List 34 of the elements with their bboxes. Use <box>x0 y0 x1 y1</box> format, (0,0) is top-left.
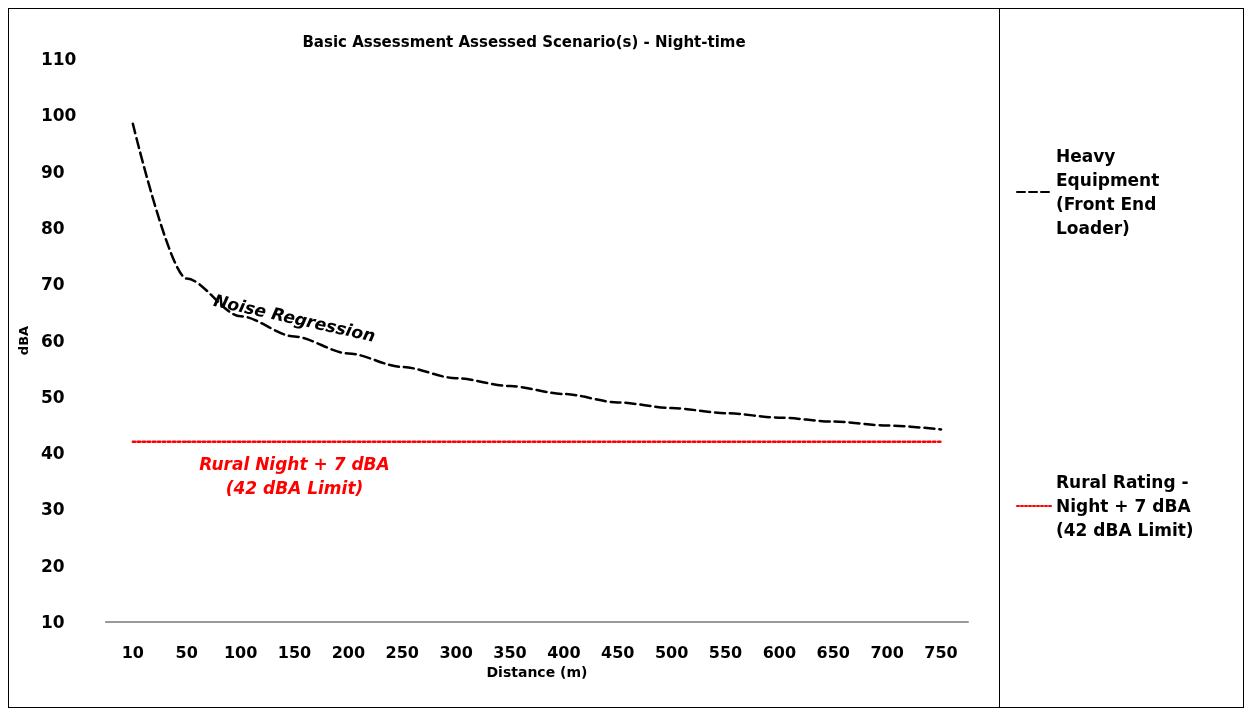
y-tick-label: 40 <box>40 443 65 464</box>
line-series <box>131 122 943 431</box>
legend-label: Rural Rating - Night + 7 dBA (42 dBA Limit) <box>1056 472 1197 540</box>
y-tick-label: 110 <box>40 49 77 69</box>
y-tick-label: 30 <box>40 499 65 520</box>
x-tick-label: 150 <box>277 642 312 662</box>
annotation: Rural Night + 7 dBA (42 dBA Limit) <box>199 453 390 498</box>
y-tick-label: 80 <box>40 217 65 238</box>
x-tick-label: 100 <box>223 642 258 662</box>
y-tick-label: 70 <box>40 274 65 295</box>
y-axis-title: dBA <box>16 325 31 356</box>
x-tick-label: 500 <box>654 642 689 662</box>
y-tick-label: 20 <box>40 555 65 576</box>
x-axis-title: Distance (m) <box>486 663 588 680</box>
x-tick-label: 10 <box>121 642 144 662</box>
x-tick-label: 700 <box>870 642 904 662</box>
x-tick-label: 350 <box>493 642 527 662</box>
y-tick-label: 50 <box>40 386 65 407</box>
legend-label: Heavy Equipment (Front End Loader) <box>1056 146 1166 238</box>
x-tick-label: 400 <box>547 642 581 662</box>
x-tick-label: 200 <box>331 642 366 662</box>
x-tick-label: 450 <box>601 642 635 662</box>
x-tick-label: 600 <box>762 642 797 662</box>
x-tick-label: 550 <box>708 642 743 662</box>
y-tick-label: 100 <box>40 105 77 126</box>
y-tick-label: 60 <box>40 330 65 351</box>
x-tick-label: 650 <box>816 642 850 662</box>
chart-title: Basic Assessment Assessed Scenario(s) - Night-time <box>302 32 746 51</box>
x-tick-label: 750 <box>924 642 958 662</box>
y-tick-label: 10 <box>40 612 65 632</box>
y-tick-label: 90 <box>40 161 65 182</box>
x-tick-label: 250 <box>385 642 419 662</box>
x-tick-label: 300 <box>439 642 473 662</box>
x-tick-label: 50 <box>175 642 198 662</box>
